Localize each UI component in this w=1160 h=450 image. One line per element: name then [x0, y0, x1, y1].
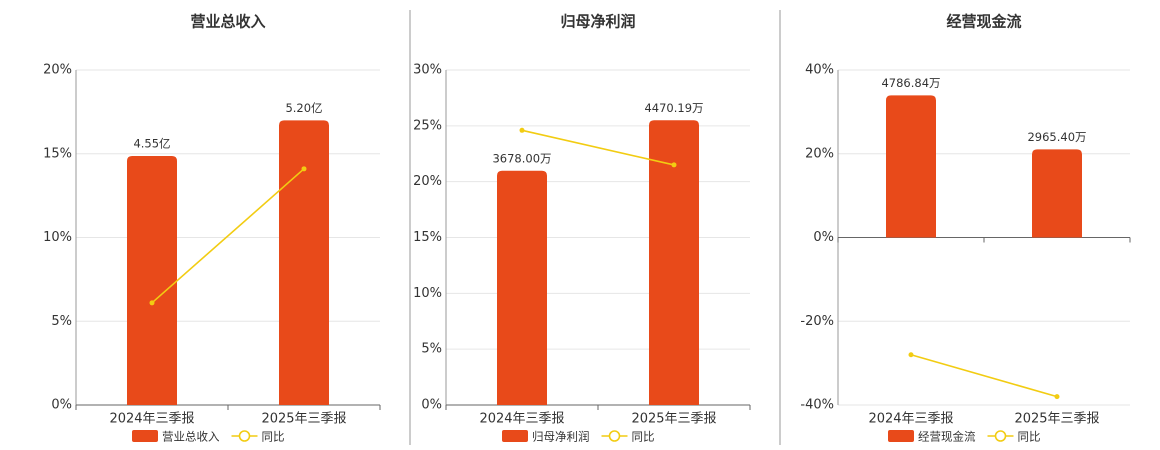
legend-swatch	[238, 430, 251, 442]
x-tick-label: 2024年三季报	[109, 412, 194, 427]
y-tick-label: 0%	[421, 398, 442, 413]
y-tick-label: -40%	[800, 398, 834, 413]
chart-title: 归母净利润	[560, 13, 635, 31]
chart-title: 营业总收入	[190, 13, 265, 31]
line	[521, 129, 675, 166]
legend-label: 经营现金流	[918, 430, 976, 444]
y-tick-label: -20%	[800, 314, 834, 329]
x-tick-label: 2025年三季报	[631, 412, 716, 427]
legend-swatch	[608, 430, 621, 442]
y-tick-label: 20%	[805, 146, 834, 161]
y-tick-label: 20%	[413, 174, 442, 189]
y-tick-label: 30%	[413, 63, 442, 78]
line-point	[1054, 394, 1060, 400]
line-point	[519, 127, 525, 133]
y-tick-label: 15%	[413, 230, 442, 245]
legend-label: 同比	[262, 430, 285, 444]
legend-swatch	[502, 430, 528, 442]
y-tick-label: 5%	[421, 342, 442, 357]
y-tick-label: 0%	[813, 230, 834, 245]
line	[910, 353, 1058, 398]
bar	[649, 120, 699, 406]
data-label: 5.20亿	[285, 101, 322, 115]
y-tick-label: 10%	[43, 230, 72, 245]
chart-title: 经营现金流	[946, 13, 1021, 31]
legend-swatch	[132, 430, 158, 442]
legend-label: 同比	[632, 430, 655, 444]
legend-label: 营业总收入	[162, 430, 220, 444]
bar	[497, 170, 547, 405]
data-label: 4.55亿	[133, 136, 170, 150]
data-label: 4470.19万	[644, 101, 703, 115]
x-tick-label: 2025年三季报	[261, 412, 346, 427]
bar	[886, 95, 936, 238]
x-tick-label: 2025年三季报	[1014, 412, 1099, 427]
bar	[1032, 149, 1082, 238]
line-point	[908, 352, 914, 358]
legend-swatch	[994, 430, 1007, 442]
y-tick-label: 40%	[805, 63, 834, 78]
data-label: 3678.00万	[492, 151, 551, 165]
x-tick-label: 2024年三季报	[868, 412, 953, 427]
line-point	[301, 166, 307, 172]
bar	[127, 155, 177, 405]
y-tick-label: 0%	[51, 398, 72, 413]
y-tick-label: 10%	[413, 286, 442, 301]
data-label: 4786.84万	[881, 76, 940, 90]
y-tick-label: 5%	[51, 314, 72, 329]
legend-label: 同比	[1018, 430, 1041, 444]
legend-label: 归母净利润	[532, 430, 590, 444]
y-tick-label: 20%	[43, 63, 72, 78]
data-label: 2965.40万	[1027, 130, 1086, 144]
x-tick-label: 2024年三季报	[479, 412, 564, 427]
line	[151, 168, 305, 304]
line-point	[149, 300, 155, 306]
y-tick-label: 25%	[413, 118, 442, 133]
legend-swatch	[888, 430, 914, 442]
line-point	[671, 162, 677, 168]
bar	[279, 120, 329, 406]
y-tick-label: 15%	[43, 146, 72, 161]
